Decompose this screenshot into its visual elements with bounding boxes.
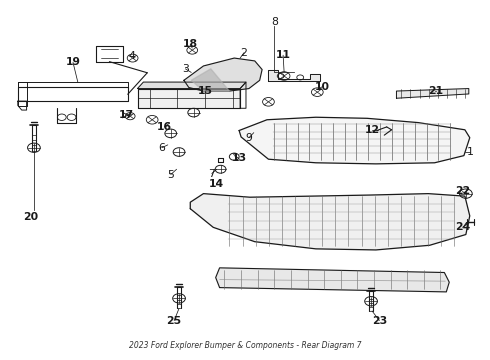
Text: 3: 3 (182, 64, 189, 74)
Text: 7: 7 (208, 168, 215, 179)
Text: 6: 6 (158, 143, 165, 153)
Text: 22: 22 (455, 186, 470, 197)
Text: 18: 18 (183, 40, 198, 49)
Text: 19: 19 (66, 57, 80, 67)
Text: 13: 13 (232, 153, 246, 163)
Text: 2: 2 (241, 48, 247, 58)
Polygon shape (138, 82, 246, 89)
Polygon shape (269, 70, 320, 81)
Text: 5: 5 (167, 170, 174, 180)
Text: 2023 Ford Explorer Bumper & Components - Rear Diagram 7: 2023 Ford Explorer Bumper & Components -… (129, 341, 361, 350)
Text: 15: 15 (197, 86, 213, 96)
Polygon shape (191, 69, 229, 91)
Text: 20: 20 (24, 212, 39, 221)
Text: 14: 14 (209, 179, 224, 189)
Text: 12: 12 (365, 125, 380, 135)
Text: 23: 23 (372, 316, 387, 325)
Text: 8: 8 (271, 17, 278, 27)
Text: 16: 16 (157, 122, 172, 132)
Text: 17: 17 (119, 111, 134, 121)
Text: 10: 10 (315, 82, 330, 92)
Polygon shape (239, 117, 470, 164)
Polygon shape (138, 89, 240, 108)
Polygon shape (396, 89, 469, 98)
Polygon shape (216, 268, 449, 292)
Text: 9: 9 (245, 133, 252, 143)
Polygon shape (190, 194, 470, 250)
Polygon shape (184, 58, 262, 91)
Text: 1: 1 (466, 147, 473, 157)
Text: 4: 4 (128, 51, 135, 61)
Text: 25: 25 (167, 316, 182, 325)
Text: 21: 21 (428, 86, 443, 96)
Text: 24: 24 (455, 222, 470, 232)
Text: 11: 11 (275, 50, 291, 60)
